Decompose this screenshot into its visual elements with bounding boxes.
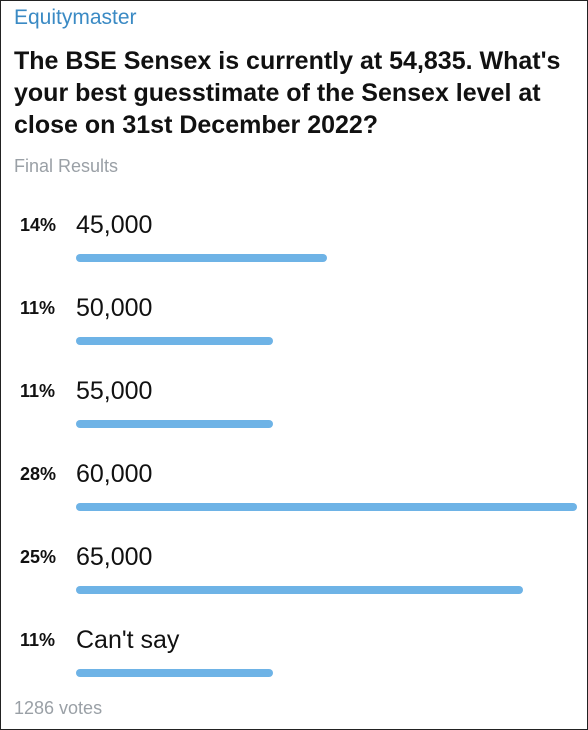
poll-option-50000[interactable]: 11% 50,000 bbox=[1, 294, 588, 364]
result-bar bbox=[76, 669, 273, 677]
poll-option-60000[interactable]: 28% 60,000 bbox=[1, 460, 588, 530]
result-bar bbox=[76, 503, 577, 511]
poll-option-65000[interactable]: 25% 65,000 bbox=[1, 543, 588, 613]
result-bar bbox=[76, 254, 327, 262]
poll-option-45000[interactable]: 14% 45,000 bbox=[1, 211, 588, 281]
channel-name[interactable]: Equitymaster bbox=[14, 6, 137, 29]
option-percent: 28% bbox=[20, 464, 57, 484]
poll-question: The BSE Sensex is currently at 54,835. W… bbox=[14, 47, 561, 139]
option-percent: 11% bbox=[20, 630, 56, 650]
poll-status: Final Results bbox=[14, 156, 119, 176]
result-track bbox=[76, 254, 577, 262]
option-percent: 11% bbox=[20, 381, 56, 401]
poll-options: 14% 45,000 11% 50,000 11% 55,000 28% 60,… bbox=[1, 1, 588, 691]
option-label: Can't say bbox=[76, 626, 180, 654]
option-label: 50,000 bbox=[76, 294, 153, 322]
poll-option-55000[interactable]: 11% 55,000 bbox=[1, 377, 588, 447]
option-label: 65,000 bbox=[76, 543, 153, 571]
result-bar bbox=[76, 586, 524, 594]
result-track bbox=[76, 503, 577, 511]
result-track bbox=[76, 669, 577, 677]
option-label: 45,000 bbox=[76, 211, 153, 239]
option-percent: 14% bbox=[20, 215, 57, 235]
option-percent: 25% bbox=[20, 547, 57, 567]
option-label: 60,000 bbox=[76, 460, 153, 488]
result-track bbox=[76, 420, 577, 428]
result-track bbox=[76, 337, 577, 345]
result-bar bbox=[76, 337, 273, 345]
result-bar bbox=[76, 420, 273, 428]
option-label: 55,000 bbox=[76, 377, 153, 405]
result-track bbox=[76, 586, 577, 594]
poll-option-cant-say[interactable]: 11% Can't say bbox=[1, 626, 588, 696]
vote-count: 1286 votes bbox=[14, 698, 103, 718]
option-percent: 11% bbox=[20, 298, 56, 318]
